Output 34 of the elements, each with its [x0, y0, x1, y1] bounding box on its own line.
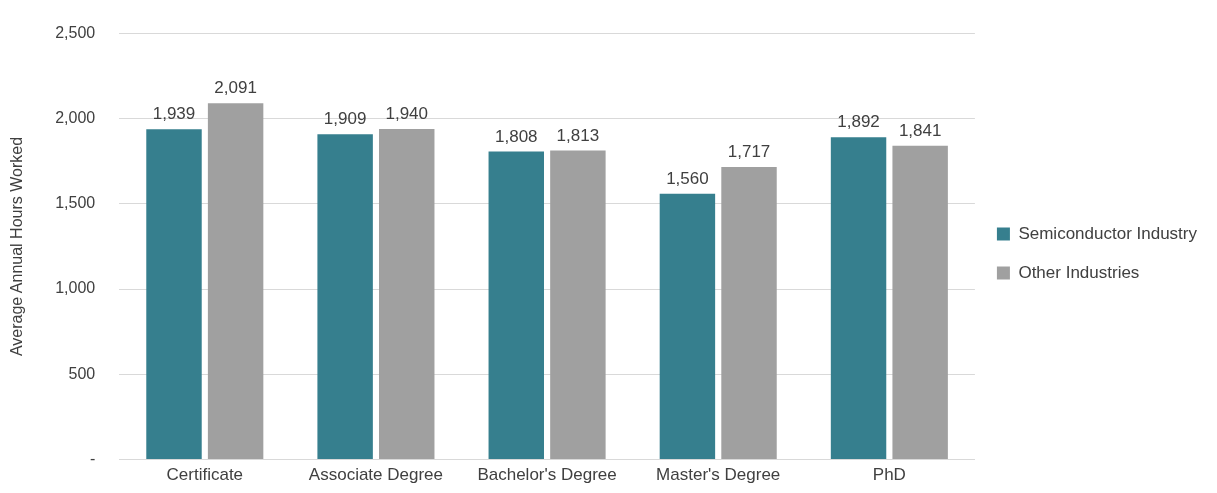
bar	[146, 129, 202, 459]
data-label: 1,841	[898, 121, 942, 141]
data-label: 1,909	[323, 109, 367, 129]
legend-label: Semiconductor Industry	[1018, 223, 1198, 243]
data-label: 1,813	[556, 125, 600, 145]
y-tick-label: 2,500	[55, 24, 96, 42]
bar	[207, 103, 264, 459]
x-tick-label: Master's Degree	[656, 465, 781, 485]
x-tick-label: Certificate	[166, 465, 244, 485]
bar	[488, 151, 544, 459]
y-tick-label: -	[89, 449, 96, 467]
data-label: 1,560	[666, 168, 709, 188]
data-label: 1,940	[385, 104, 429, 124]
y-tick-label: 1,000	[55, 279, 96, 297]
x-tick-label: Bachelor's Degree	[477, 465, 617, 485]
data-label: 2,091	[214, 78, 257, 98]
x-tick-label: PhD	[872, 465, 906, 485]
bar	[892, 145, 948, 459]
data-label: 1,717	[727, 142, 771, 162]
bar	[721, 166, 777, 459]
bar	[830, 137, 887, 459]
y-tick-label: 2,000	[55, 109, 96, 127]
bar	[550, 150, 606, 459]
bar	[379, 128, 435, 459]
data-label: 1,808	[495, 126, 538, 146]
bar	[317, 134, 373, 459]
legend-label: Other Industries	[1018, 262, 1140, 282]
data-label: 1,892	[837, 112, 880, 132]
y-tick-label: 500	[68, 364, 96, 382]
x-tick-label: Associate Degree	[308, 465, 444, 485]
data-label: 1,939	[152, 104, 196, 124]
bar	[659, 193, 716, 459]
y-axis-title: Average Annual Hours Worked	[8, 136, 26, 357]
y-tick-label: 1,500	[55, 194, 96, 212]
